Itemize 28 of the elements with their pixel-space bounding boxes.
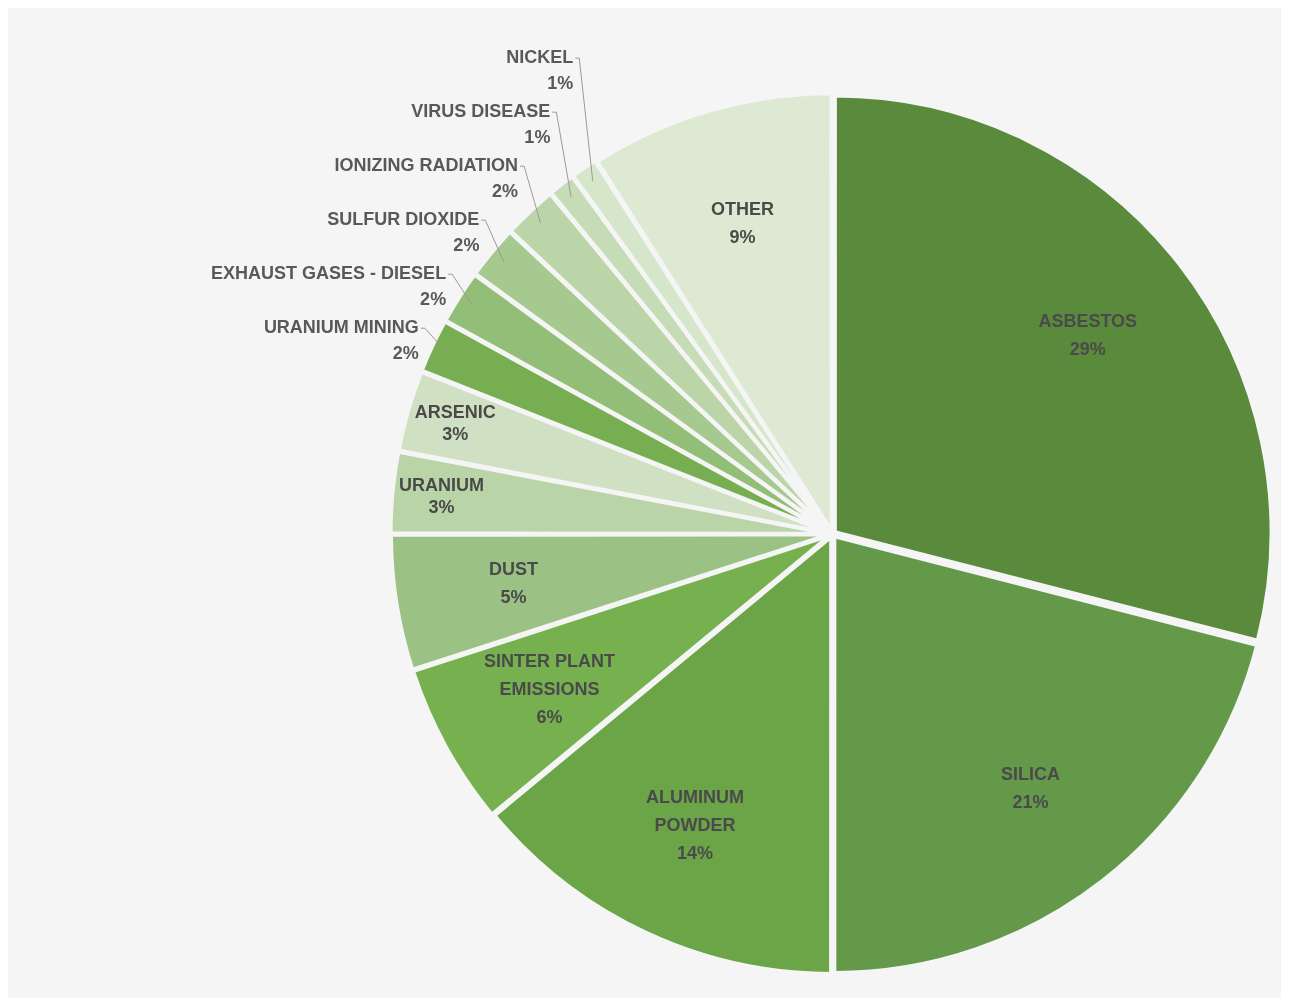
data-label: 3% — [442, 424, 469, 445]
slice-label: ARSENIC — [414, 402, 496, 423]
data-label: 3% — [428, 497, 455, 517]
data-label: 2% — [420, 289, 447, 310]
data-label: 14% — [676, 843, 713, 864]
data-label: 2% — [392, 343, 419, 364]
data-label: 6% — [536, 706, 563, 727]
slice-label: NICKEL — [506, 47, 574, 68]
data-label: 21% — [1012, 792, 1049, 813]
slice-label: DUST — [488, 559, 538, 580]
data-label: 1% — [547, 73, 574, 94]
slice-label: SILICA — [1000, 764, 1060, 785]
data-label: 5% — [500, 587, 527, 608]
slice-label: URANIUM — [398, 475, 484, 495]
slice-label: OTHER — [710, 198, 774, 219]
slice-label: ASBESTOS — [1038, 310, 1138, 331]
data-label: 2% — [453, 235, 480, 256]
data-label: 9% — [729, 226, 756, 247]
slice-label: IONIZING RADIATION — [334, 155, 519, 176]
slice-label: VIRUS DISEASE — [411, 101, 551, 122]
slice-label: ALUMINUM POWDER — [645, 787, 744, 836]
data-label: 1% — [524, 127, 551, 148]
data-label: 2% — [492, 181, 519, 202]
slice-label: SINTER PLANT EMISSIONS — [483, 650, 615, 699]
slice-label: EXHAUST GASES - DIESEL — [211, 263, 447, 284]
data-label: 29% — [1069, 338, 1106, 359]
slice-label: SULFUR DIOXIDE — [327, 209, 480, 230]
slice-label: URANIUM MINING — [263, 317, 419, 338]
